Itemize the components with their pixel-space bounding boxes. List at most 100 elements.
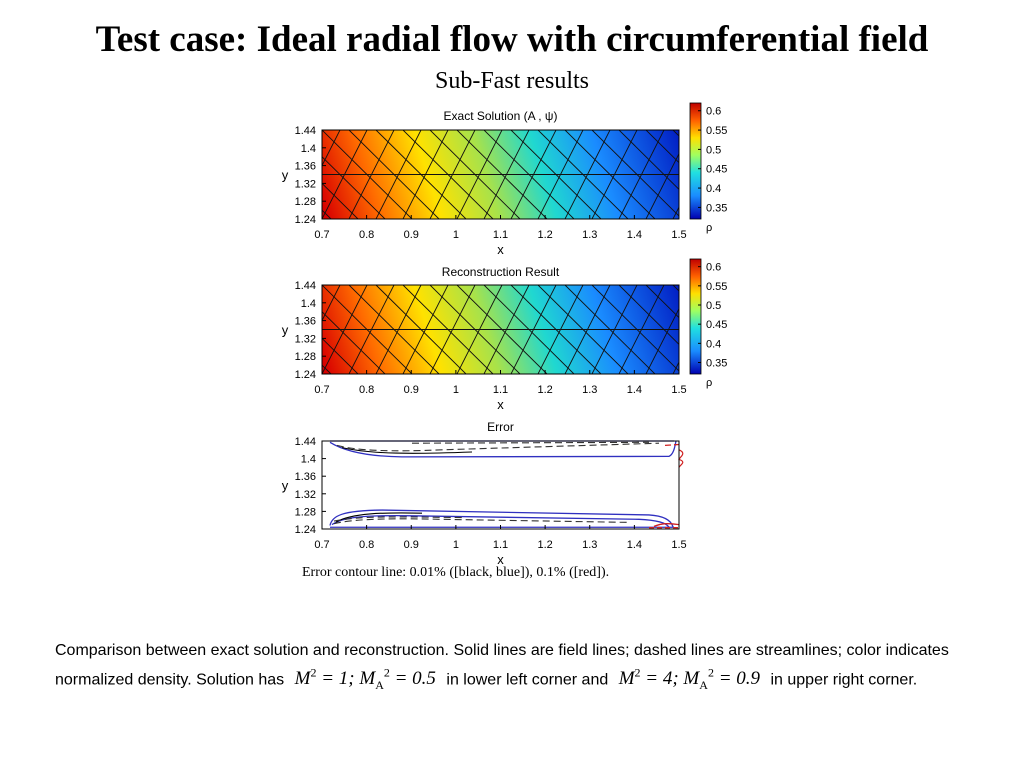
field-line (187, 285, 277, 374)
field-line (808, 130, 898, 219)
x-tick-label: 1 (453, 539, 459, 551)
x-tick-label: 0.7 (314, 229, 329, 241)
field-line (781, 285, 871, 374)
x-tick-label: 0.7 (314, 539, 329, 551)
colorbar-tick-label: 0.45 (706, 319, 727, 331)
description-text-2: in lower left corner and (446, 671, 609, 689)
streamline (808, 285, 853, 374)
x-tick-label: 1.3 (582, 229, 597, 241)
colorbar-tick-label: 0.55 (706, 125, 727, 137)
streamline (862, 130, 907, 219)
y-tick-label: 1.4 (301, 143, 316, 155)
equation-upper-right: M2 = 4; MA2 = 0.9 (618, 666, 761, 693)
x-tick-label: 1.5 (671, 539, 686, 551)
streamline (835, 130, 880, 219)
x-tick-label: 1 (453, 229, 459, 241)
x-tick-label: 1.2 (537, 384, 552, 396)
x-axis-label: x (497, 552, 504, 567)
equation-lower-left: M2 = 1; MA2 = 0.5 (294, 666, 436, 693)
error-contour-line (335, 512, 423, 523)
field-line (322, 337, 359, 374)
x-axis-label: x (497, 397, 504, 412)
field-line (133, 285, 223, 374)
y-tick-label: 1.24 (295, 214, 316, 226)
chart-panel-3: Error 0.7 0.8 0.9 1 1.1 1.2 1.3 1.4 1.5 1.24 1.28 1.… (282, 420, 687, 567)
page-subtitle: Sub-Fast results (434, 68, 589, 94)
field-line (214, 130, 304, 219)
streamline (862, 285, 907, 374)
colorbar-tick-label: 0.35 (706, 202, 727, 214)
field-line (889, 130, 979, 219)
error-contour-dashed (333, 516, 463, 522)
chart-panel-2: Reconstruction Result 0.7 0.8 0.9 1 1.1 1.2 1.3… (106, 258, 1015, 412)
y-tick-label: 1.36 (295, 316, 316, 328)
colorbar-tick-label: 0.5 (706, 300, 721, 312)
x-tick-label: 1 (453, 384, 459, 396)
x-tick-label: 1.5 (671, 229, 686, 241)
error-contour-red (664, 443, 680, 447)
error-contours (329, 440, 684, 529)
field-line (187, 130, 277, 219)
streamline (214, 285, 259, 374)
field-line (862, 285, 952, 374)
streamline (889, 130, 934, 219)
x-tick-label: 0.8 (359, 384, 374, 396)
x-tick-label: 1.2 (537, 229, 552, 241)
x-tick-label: 0.9 (404, 384, 419, 396)
y-tick-label: 1.4 (301, 298, 316, 310)
error-contour-line (329, 440, 677, 458)
streamline (970, 285, 1015, 374)
streamline (241, 285, 286, 374)
x-tick-label: 1.1 (493, 539, 508, 551)
colorbar-tick-label: 0.6 (706, 262, 721, 274)
streamline (754, 130, 799, 219)
x-tick-label: 1.4 (627, 539, 642, 551)
field-line (645, 285, 679, 319)
colorbar-label: ρ (706, 377, 712, 389)
y-tick-label: 1.32 (295, 178, 316, 190)
x-tick-label: 1.3 (582, 384, 597, 396)
x-axis-label: x (497, 242, 504, 257)
streamline (754, 285, 799, 374)
chart-panel-1: Exact Solution (A , ψ) 0.7 0.8 0.9 1 1.1 1.2 1.… (106, 102, 1015, 257)
description-text-1: Comparison between exact solution and re… (55, 642, 949, 689)
field-line (106, 130, 196, 219)
streamline (970, 130, 1015, 219)
error-contour-red (653, 523, 680, 527)
field-line (835, 285, 925, 374)
streamline (322, 130, 341, 167)
y-tick-label: 1.28 (295, 506, 316, 518)
description-paragraph: Comparison between exact solution and re… (55, 640, 955, 696)
y-tick-label: 1.36 (295, 471, 316, 483)
colorbar-tick-label: 0.4 (706, 338, 721, 350)
y-tick-label: 1.44 (295, 125, 316, 137)
streamline (916, 285, 961, 374)
x-tick-label: 0.9 (404, 539, 419, 551)
x-tick-label: 0.9 (404, 229, 419, 241)
streamline (781, 130, 826, 219)
y-tick-label: 1.4 (301, 454, 316, 466)
streamline (835, 285, 880, 374)
x-tick-label: 1.3 (582, 539, 597, 551)
error-contour-dashed (411, 441, 650, 444)
figure-caption: Error contour line: 0.01% ([black, blue]… (302, 565, 610, 580)
streamline (943, 130, 988, 219)
y-tick-label: 1.24 (295, 369, 316, 381)
colorbar (689, 102, 702, 220)
streamline (889, 285, 934, 374)
y-tick-label: 1.44 (295, 280, 316, 292)
chart-title: Reconstruction Result (442, 265, 560, 279)
error-contour-dashed (336, 442, 660, 452)
error-contour-red (678, 449, 684, 468)
field-line (889, 285, 979, 374)
x-tick-label: 0.7 (314, 384, 329, 396)
field-line (862, 130, 952, 219)
streamline (781, 285, 826, 374)
streamline (808, 130, 853, 219)
y-tick-label: 1.28 (295, 196, 316, 208)
streamline (916, 130, 961, 219)
field-line (160, 130, 250, 219)
x-tick-label: 1.4 (627, 229, 642, 241)
field-line (106, 285, 196, 374)
y-tick-label: 1.32 (295, 489, 316, 501)
